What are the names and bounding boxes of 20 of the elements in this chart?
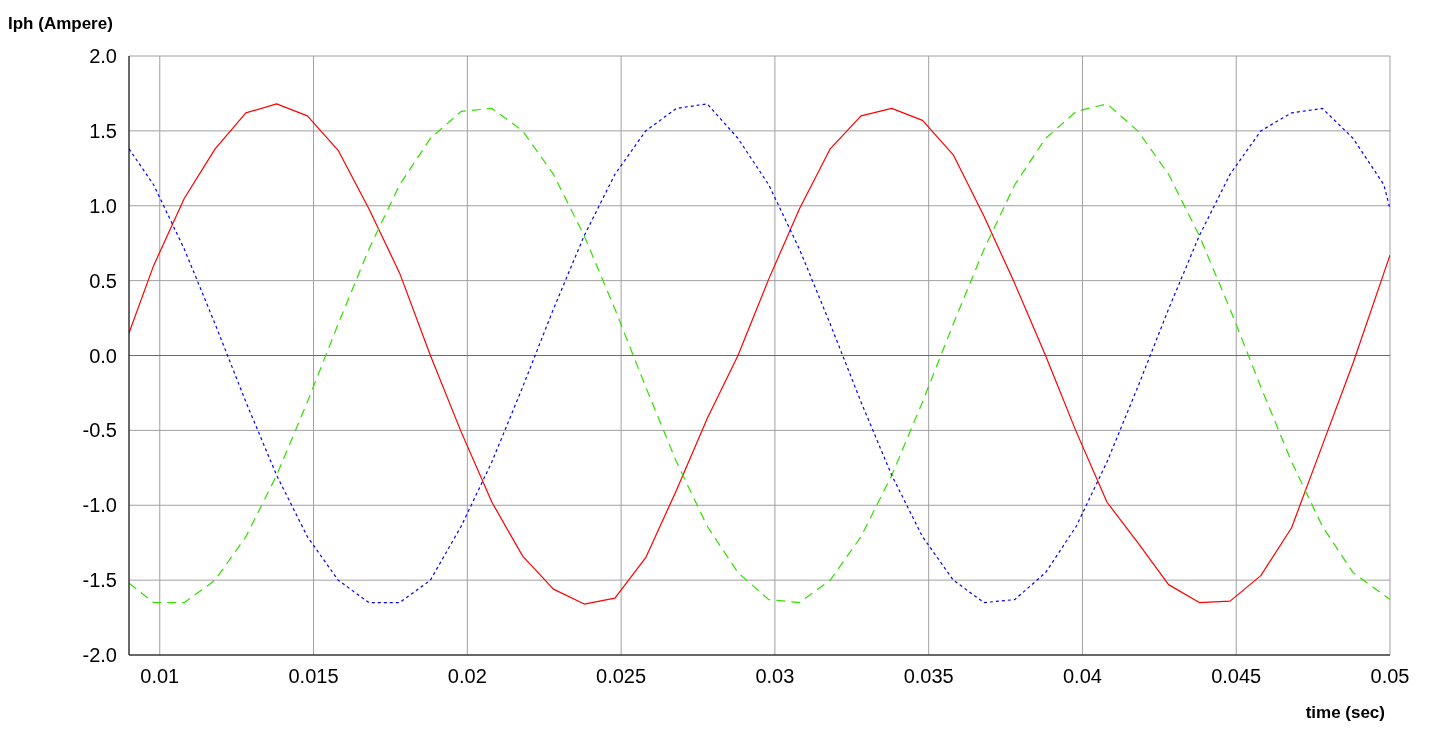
x-tick-label: 0.01 bbox=[140, 665, 180, 688]
y-tick-label: 0.5 bbox=[89, 269, 117, 292]
x-tick-label: 0.02 bbox=[447, 665, 487, 688]
x-tick-label: 0.05 bbox=[1370, 665, 1410, 688]
x-tick-label: 0.04 bbox=[1062, 665, 1102, 688]
y-tick-label: -1.5 bbox=[82, 569, 117, 592]
y-tick-label: 0.0 bbox=[89, 344, 117, 367]
x-tick-label: 0.025 bbox=[596, 665, 647, 688]
y-tick-label: -1.0 bbox=[82, 494, 117, 517]
x-axis-title: time (sec) bbox=[1305, 703, 1385, 723]
y-tick-label: -0.5 bbox=[82, 419, 117, 442]
y-tick-label: 1.0 bbox=[89, 194, 117, 217]
y-tick-label: 2.0 bbox=[89, 45, 117, 68]
x-tick-label: 0.045 bbox=[1211, 665, 1262, 688]
x-tick-label: 0.015 bbox=[288, 665, 339, 688]
y-tick-label: -2.0 bbox=[82, 644, 117, 667]
y-tick-label: 1.5 bbox=[89, 119, 117, 142]
x-tick-label: 0.035 bbox=[903, 665, 954, 688]
y-axis-title: Iph (Ampere) bbox=[8, 14, 113, 34]
x-tick-label: 0.03 bbox=[755, 665, 795, 688]
